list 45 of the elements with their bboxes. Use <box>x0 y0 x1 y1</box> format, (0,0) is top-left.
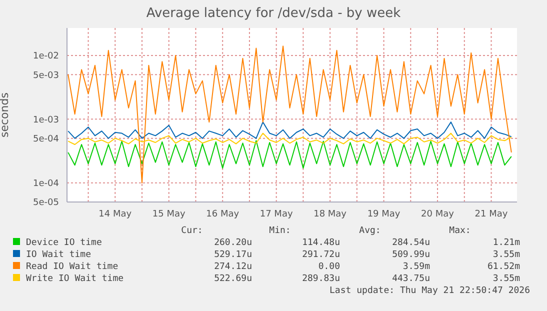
text: 289.83u <box>302 274 340 284</box>
text: 0.00 <box>318 262 340 272</box>
legend-label: Read IO Wait time <box>25 262 118 272</box>
text: 114.48u <box>302 238 340 248</box>
text: 284.54u <box>392 238 430 248</box>
text: 3.59m <box>402 262 430 272</box>
x-tick-label: 16 May <box>206 209 240 220</box>
y-tick-label: 1e-02 <box>33 52 59 62</box>
text: 522.69u <box>214 274 252 284</box>
text: 509.99u <box>392 250 430 260</box>
text: 1.21m <box>492 238 520 248</box>
legend-label: IO Wait time <box>25 250 92 260</box>
y-tick-label: 5e-03 <box>33 70 59 81</box>
line-series <box>68 46 512 184</box>
text: Avg: <box>358 226 382 236</box>
x-tick-label: 15 May <box>152 209 186 220</box>
line-series <box>68 132 512 145</box>
chart-title: Average latency for /dev/sda - by week <box>145 6 402 21</box>
x-tick-label: 21 May <box>474 209 508 220</box>
x-tick-label: 19 May <box>367 209 401 220</box>
y-tick-label: 1e-04 <box>33 179 60 190</box>
y-tick-label: 1e-03 <box>33 115 59 126</box>
text: 291.72u <box>302 250 340 260</box>
text: 529.17u <box>214 250 252 260</box>
y-tick-label: 5e-05 <box>33 198 59 208</box>
x-tick-label: 14 May <box>98 209 132 220</box>
text: 3.55m <box>492 250 520 260</box>
y-axis-title: seconds <box>0 92 11 138</box>
y-tick-label: 5e-04 <box>33 134 60 145</box>
text: 3.55m <box>492 274 520 284</box>
text: 260.20u <box>214 238 252 248</box>
text: Min: <box>268 226 292 236</box>
text: 61.52m <box>487 262 520 272</box>
line-series <box>68 140 512 169</box>
text: Max: <box>448 226 472 236</box>
text: 443.75u <box>392 274 430 284</box>
x-tick-label: 18 May <box>314 209 348 220</box>
text: Cur: <box>180 226 204 236</box>
text: Last update: Thu May 21 22:50:47 2026 <box>330 286 530 296</box>
x-tick-label: 20 May <box>421 209 455 220</box>
line-series <box>68 122 512 139</box>
text: 274.12u <box>214 262 252 272</box>
x-tick-label: 17 May <box>260 209 294 220</box>
legend-label: Write IO Wait time <box>25 274 124 284</box>
legend-label: Device IO time <box>25 238 102 248</box>
